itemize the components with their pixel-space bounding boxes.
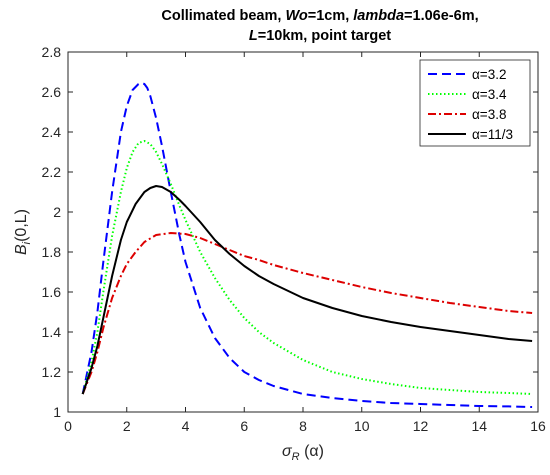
x-tick-label: 14: [471, 418, 487, 434]
x-tick-label: 4: [182, 418, 190, 434]
series-line-2: [81, 232, 533, 395]
x-tick-label: 8: [299, 418, 307, 434]
legend-label-0: α=3.2: [472, 67, 506, 82]
legend: α=3.2 α=3.4 α=3.8 α=11/3: [419, 59, 531, 147]
legend-items: α=3.2 α=3.4 α=3.8 α=11/3: [428, 67, 513, 142]
legend-box: [419, 59, 531, 147]
legend-label-2: α=3.8: [472, 107, 506, 122]
y-tick-label: 2.6: [42, 84, 62, 100]
x-tick-label: 12: [413, 418, 429, 434]
y-tick-label: 2.2: [42, 164, 62, 180]
series-layer: [81, 82, 533, 408]
x-tick-label: 6: [240, 418, 248, 434]
series-line-1: [81, 140, 533, 395]
series-line-0: [81, 82, 533, 408]
y-tick-label: 1.4: [42, 324, 62, 340]
x-axis-label: σR (α): [282, 443, 324, 463]
legend-label-3: α=11/3: [472, 127, 513, 142]
x-tick-label: 10: [354, 418, 370, 434]
y-tick-label: 1.2: [42, 364, 62, 380]
series-line-3: [81, 185, 533, 395]
ticks-layer: 0 2 4 6 8 10 12 14 16 1 1.2 1.4 1.6 1.8 2 2.2 2.4 2.6 2.8: [42, 44, 546, 434]
chart-title-line-1: Collimated beam, Wo=1cm, lambda=1.06e-6m…: [161, 8, 478, 24]
legend-label-1: α=3.4: [472, 87, 507, 102]
x-tick-label: 0: [64, 418, 72, 434]
chart-title-line-2: L=10km, point target: [249, 28, 391, 44]
y-tick-label: 2.8: [42, 44, 62, 60]
y-tick-label: 1.8: [42, 244, 62, 260]
y-axis-label: Bi(0,L): [13, 209, 33, 255]
y-tick-label: 2.4: [42, 124, 62, 140]
y-tick-label: 1: [53, 404, 61, 420]
x-tick-label: 2: [123, 418, 131, 434]
y-tick-label: 1.6: [42, 284, 62, 300]
x-tick-label: 16: [530, 418, 546, 434]
y-tick-label: 2: [53, 204, 61, 220]
